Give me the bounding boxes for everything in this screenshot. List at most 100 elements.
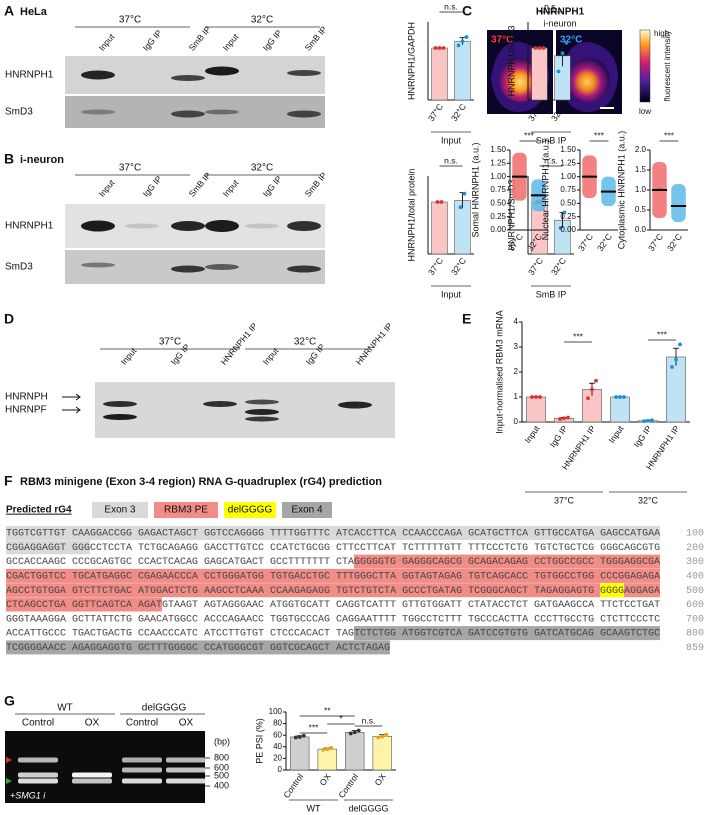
gel-group: WT [57,703,73,714]
point-cloud [671,184,686,222]
sequence-highlight [6,526,660,540]
panel-label: A [4,3,14,19]
blot-band [81,70,115,80]
blot-band [103,414,137,420]
gel-band [18,772,58,778]
lane-label: HNRNPH1 IP [354,321,395,367]
y-tick-label: 1.00 [560,172,576,181]
bar [666,356,686,423]
sequence-position: 100 [686,529,704,540]
blot-band [205,66,239,76]
sequence-text: TCTCTGG ATGGTCGTCA GATCCGTGTG GATCATGCAG… [354,629,660,640]
gel-band [18,757,58,763]
blot-band [205,109,239,115]
sequence-position: 500 [686,586,704,597]
data-point [560,51,565,56]
x-tick-label: 37°C [576,232,595,253]
y-tick-label: 3 [514,342,519,351]
sequence-highlight [6,568,660,583]
y-axis-label: HNRNPH1/SmD3 [506,25,516,96]
lane-label: HNRNPH1 IP [219,321,260,367]
y-axis-label: Input-normalised RBM3 mRNA [494,310,504,434]
sequence-text: CGGAGGAGGT GGG [6,543,90,554]
significance-label: *** [594,130,605,140]
blot-band [171,110,205,118]
legend-swatch [282,502,332,518]
protein-label: SmD3 [5,262,33,273]
significance-label: *** [309,722,320,732]
sequence-highlight [6,540,90,555]
lane-label: IgG IP [261,174,284,199]
x-tick-label: OX [317,771,332,787]
data-point [376,735,381,740]
significance-label: * [339,713,343,723]
blot-band [171,221,205,231]
group-label: Input [441,289,462,299]
data-point [594,378,598,383]
sequence-text: GGGGGTG GAGGGCAGCG GCAGACAGAG CCTGGCCGCC… [354,557,660,568]
lane-label: Input [261,345,281,366]
marker-arrow [6,778,12,784]
bar [454,40,471,101]
y-axis-label: HNRNPH1/GAPDH [406,22,416,100]
condition-label: 37°C [159,337,181,348]
arrow [62,406,81,414]
data-point [614,395,618,399]
x-tick-label: Input [522,423,541,445]
x-tick-label: 32°C [595,232,614,253]
data-point [356,728,361,733]
sequence-text: GGGG [600,586,624,597]
data-point [538,395,542,399]
condition-label: 32°C [294,337,316,348]
sequence-highlight [6,583,600,598]
x-tick-label: 32°C [549,256,568,277]
y-tick-label: 100 [269,707,283,716]
blot-band [81,220,115,232]
sequence-text: CCTCCTA TCTGCAGAGG GACCTTGTCC CCATCTGCGG… [90,543,660,554]
y-axis-label: Cytoplasmic HNRNPH1 (a.u.) [616,131,626,250]
protein-label: SmD3 [5,107,33,118]
x-tick-label: Control [336,772,360,800]
legend-swatch [92,502,148,518]
sequence-position: 859 [686,643,704,654]
x-tick-label: 32°C [449,256,468,277]
nucleus [499,58,541,102]
group-label: Input [441,135,462,145]
sequence-text: GCCACCAAGC CCCGCAGTGC CCACTCACAG GAGCATG… [6,557,354,568]
sequence-text: CGACTGGTCC TGCATGAGGC CGAGAACCCA CCTGGGA… [6,572,660,583]
bar [431,47,448,101]
sequence-position: 200 [686,543,704,554]
y-axis-label: Somal HNRNPH1 (a.u.) [470,142,480,237]
gel-note: +SMG1 i [10,790,46,800]
ladder-label: 400 [214,780,229,790]
y-tick-label: 1 [514,392,519,401]
data-point [352,730,357,735]
sequence-position: 400 [686,572,704,583]
ladder-label: 600 [214,762,229,772]
data-point [674,357,678,362]
condition-label: 32°C [251,163,273,174]
y-tick-label: 0.00 [490,225,506,234]
sequence-highlight [6,597,162,612]
data-point [439,200,444,204]
x-tick-label: IgG IP [631,423,653,449]
bar [531,47,548,101]
sequence-position: 600 [686,600,704,611]
panel-label: G [4,693,15,709]
group-label: 37°C [554,495,575,505]
legend-label: Exon 4 [291,505,323,516]
bar [317,748,337,771]
gel-group: delGGGG [142,703,187,714]
y-tick-label: 0.75 [490,185,506,194]
y-tick-label: 0.75 [560,185,576,194]
y-tick-label: 4 [514,317,519,326]
data-point [348,731,353,736]
sequence-text: CTCAGCCTGA GGTTCAGTCA AGAT [6,600,162,611]
x-tick-label: Control [281,772,305,800]
gel-lane-label: Control [126,718,158,729]
sequence-highlight [600,583,624,598]
data-point [456,43,461,48]
gel-band [18,778,58,784]
lane-label: IgG IP [261,28,284,53]
y-axis-label: HNRNPH1/SmD3 [506,179,516,250]
